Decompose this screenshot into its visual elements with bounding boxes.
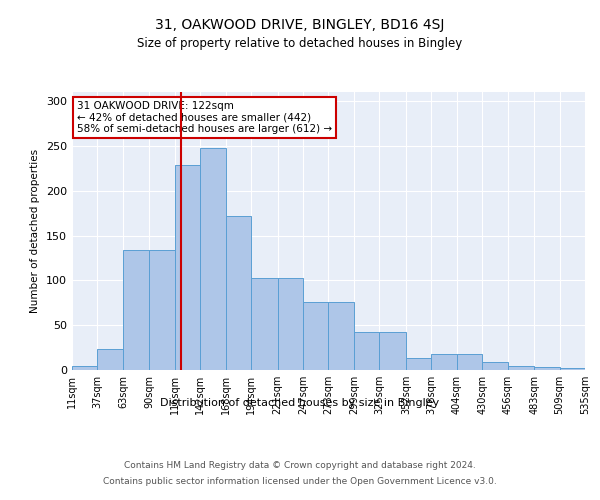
Text: Contains HM Land Registry data © Crown copyright and database right 2024.: Contains HM Land Registry data © Crown c… bbox=[124, 460, 476, 469]
Bar bbox=[482, 362, 508, 370]
Bar bbox=[457, 354, 482, 370]
Y-axis label: Number of detached properties: Number of detached properties bbox=[31, 149, 40, 314]
Bar bbox=[406, 358, 431, 370]
Bar bbox=[329, 302, 354, 370]
Bar bbox=[431, 354, 457, 370]
Bar bbox=[534, 368, 560, 370]
Text: 31 OAKWOOD DRIVE: 122sqm
← 42% of detached houses are smaller (442)
58% of semi-: 31 OAKWOOD DRIVE: 122sqm ← 42% of detach… bbox=[77, 101, 332, 134]
Bar bbox=[200, 148, 226, 370]
Bar bbox=[149, 250, 175, 370]
Bar bbox=[354, 332, 379, 370]
Text: Contains public sector information licensed under the Open Government Licence v3: Contains public sector information licen… bbox=[103, 476, 497, 486]
Bar bbox=[175, 165, 200, 370]
Text: Size of property relative to detached houses in Bingley: Size of property relative to detached ho… bbox=[137, 38, 463, 51]
Text: 31, OAKWOOD DRIVE, BINGLEY, BD16 4SJ: 31, OAKWOOD DRIVE, BINGLEY, BD16 4SJ bbox=[155, 18, 445, 32]
Bar bbox=[560, 368, 585, 370]
Bar bbox=[278, 278, 303, 370]
Bar bbox=[379, 332, 406, 370]
Bar bbox=[123, 250, 149, 370]
Bar bbox=[251, 278, 278, 370]
Bar bbox=[303, 302, 329, 370]
Bar bbox=[72, 366, 97, 370]
Text: Distribution of detached houses by size in Bingley: Distribution of detached houses by size … bbox=[160, 398, 440, 407]
Bar bbox=[226, 216, 251, 370]
Bar bbox=[97, 350, 123, 370]
Bar bbox=[508, 366, 534, 370]
